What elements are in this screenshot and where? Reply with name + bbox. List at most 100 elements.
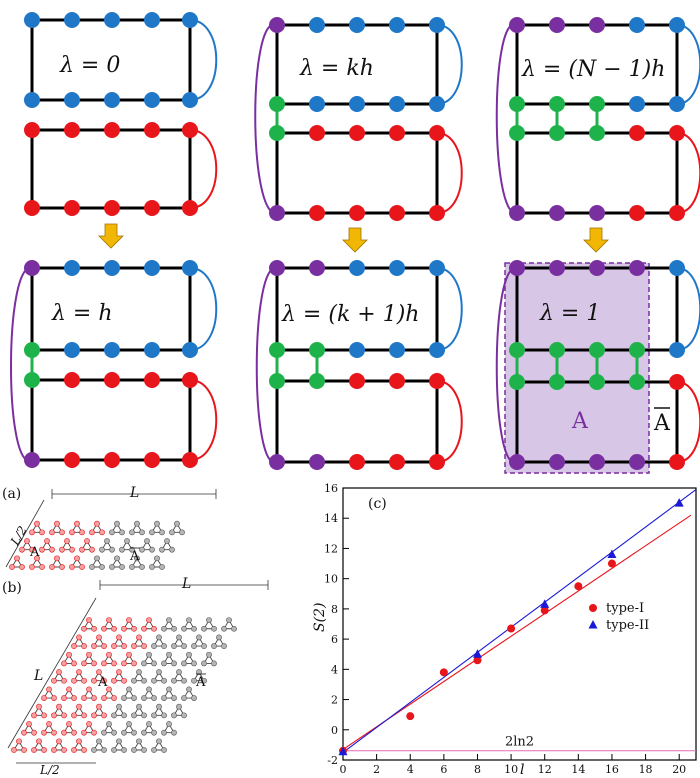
- lattice-site: [81, 677, 87, 684]
- arrow-left: [98, 223, 124, 249]
- lattice-site: [36, 703, 42, 710]
- panel-lambda-1: λ = 1 A A: [495, 260, 700, 474]
- lattice-triangle: [193, 671, 205, 682]
- lattice-site: [191, 625, 197, 632]
- lattice-site: [69, 564, 75, 570]
- lattice-triangle: [163, 723, 175, 734]
- lattice-site: [156, 669, 162, 675]
- lattice-site: [71, 695, 77, 701]
- lattice-site: [121, 625, 127, 632]
- x-tick-label: 18: [639, 763, 653, 776]
- lattice-triangle: [111, 557, 123, 568]
- region-a-label: A: [571, 409, 589, 434]
- lattice-site: [216, 634, 222, 641]
- lattice-site: [71, 677, 77, 684]
- lattice-site: [94, 520, 100, 527]
- lattice-site: [91, 712, 97, 719]
- lattice-site: [121, 660, 127, 667]
- lattice-site: [126, 686, 132, 693]
- lattice-site: [121, 729, 127, 736]
- lattice-triangle: [203, 619, 215, 630]
- lattice-site: [71, 747, 77, 753]
- y-tick-label: -2: [327, 754, 338, 767]
- lattice-site: [171, 695, 177, 701]
- x-tick-label: 10: [504, 763, 518, 776]
- x-tick-label: 16: [605, 763, 619, 776]
- label-lambda-1: λ = 1: [539, 301, 600, 326]
- lattice-site: [114, 520, 120, 527]
- lattice-site: [51, 712, 57, 719]
- lattice-site: [141, 712, 147, 719]
- lattice-site: [91, 660, 97, 667]
- lattice-triangle: [101, 540, 113, 551]
- lattice-site: [74, 520, 80, 527]
- lattice-site: [21, 747, 27, 753]
- lattice-triangle: [163, 688, 175, 699]
- lattice-site: [71, 643, 77, 649]
- label-lambda-kh: λ = kh: [299, 56, 374, 81]
- lattice-site: [76, 703, 82, 710]
- lattice-site: [211, 660, 217, 667]
- lattice-site: [111, 660, 117, 667]
- lattice-site: [159, 546, 165, 553]
- lattice-triangle: [151, 522, 163, 533]
- lattice-site: [21, 729, 27, 736]
- lattice-site: [91, 695, 97, 701]
- lattice-triangle: [73, 740, 85, 751]
- lattice-site: [141, 677, 147, 684]
- lattice-b-region-abar: A: [195, 675, 206, 690]
- lattice-site: [134, 520, 140, 527]
- point-type-II: [607, 549, 617, 558]
- lattice-site: [71, 660, 77, 667]
- lattice-site: [64, 538, 70, 544]
- lattice-site: [154, 520, 160, 527]
- lattice-site: [166, 721, 172, 727]
- lattice-triangle: [203, 653, 215, 664]
- lattice-site: [191, 643, 197, 649]
- lattice-site: [104, 538, 110, 544]
- lattice-triangle: [53, 705, 65, 716]
- lattice-triangle: [93, 740, 105, 751]
- x-tick-label: 8: [474, 763, 481, 776]
- lattice-site: [81, 660, 87, 667]
- lattice-site: [86, 721, 92, 727]
- lattice-site: [186, 617, 192, 623]
- lattice-site: [121, 712, 127, 719]
- lattice-triangle: [183, 653, 195, 664]
- lattice-triangle: [133, 671, 145, 682]
- lattice-site: [174, 520, 180, 527]
- lattice-b-L-side: L: [33, 668, 43, 684]
- lattice-site: [149, 529, 155, 536]
- point-type-I: [540, 606, 549, 615]
- lattice-triangle: [93, 705, 105, 716]
- lattice-site: [61, 729, 67, 736]
- lattice-site: [149, 564, 155, 570]
- lattice-site: [161, 677, 167, 684]
- lattice-site: [161, 712, 167, 719]
- lattice-triangle: [103, 619, 115, 630]
- lattice-site: [131, 677, 137, 684]
- lattice-site: [144, 538, 150, 544]
- lattice-site: [196, 669, 202, 675]
- point-type-I: [507, 624, 516, 633]
- lattice-site: [29, 546, 35, 553]
- region-abar-label: A: [653, 411, 671, 436]
- chart-xlabel: l: [520, 762, 524, 778]
- lattice-triangle: [63, 688, 75, 699]
- lattice-site: [141, 729, 147, 736]
- lattice-site: [211, 625, 217, 632]
- lattice-site: [181, 660, 187, 667]
- label-lambda-n-minus-1: λ = (N − 1)h: [521, 57, 665, 82]
- lattice-triangle: [171, 522, 183, 533]
- lattice-site: [181, 625, 187, 632]
- lattice-site: [101, 729, 107, 736]
- lattice-site: [99, 546, 105, 553]
- chart-panel-label: (c): [368, 496, 387, 512]
- lattice-site: [81, 625, 87, 632]
- lattice-site: [66, 721, 72, 727]
- lattice-site: [124, 538, 130, 544]
- lattice-site: [186, 686, 192, 693]
- lattice-site: [161, 660, 167, 667]
- lattice-a-L: L: [129, 485, 139, 501]
- lattice-triangle: [123, 723, 135, 734]
